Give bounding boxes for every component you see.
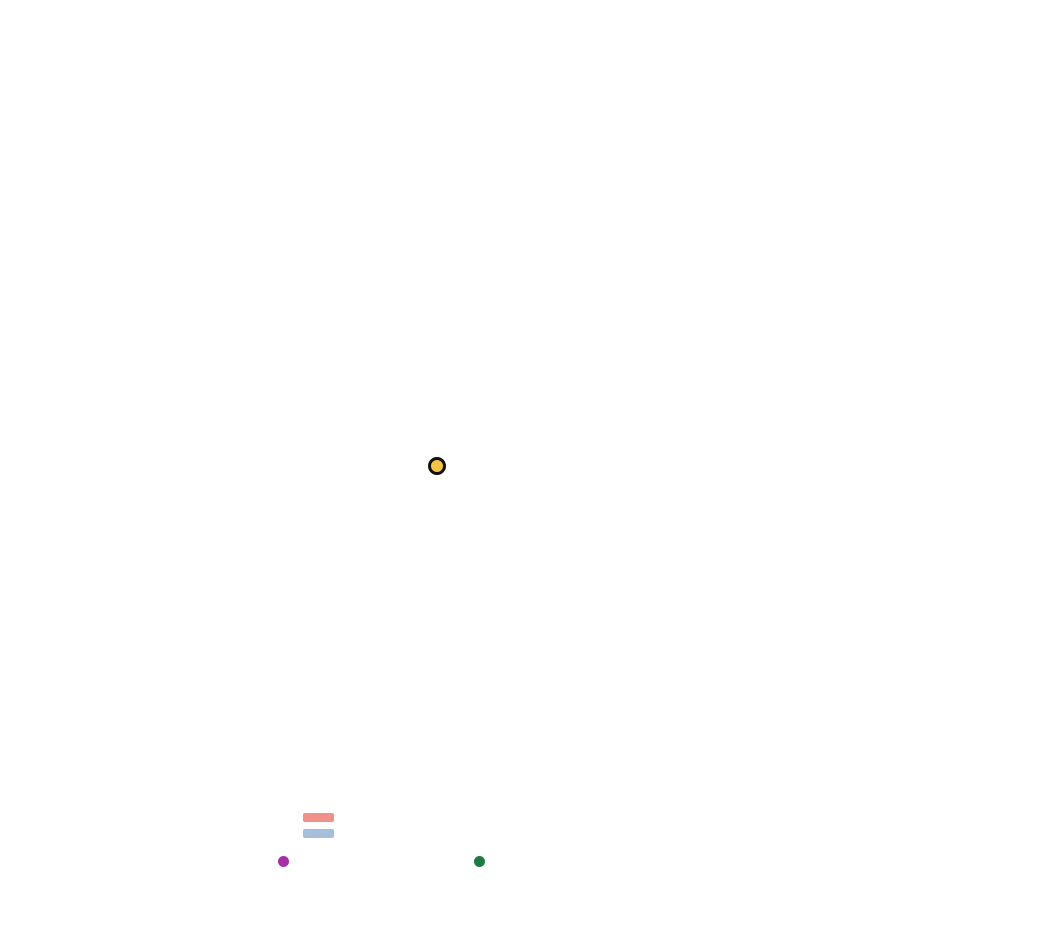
module1-dot: [278, 856, 289, 867]
cooccurrence-network: [0, 440, 432, 939]
transplantation-timeline: [520, 0, 1053, 440]
positive-link-swatch: [303, 813, 334, 822]
rice-plant-illustration: [0, 0, 520, 440]
taxa-legend: [428, 454, 780, 478]
taxa-header-row: [428, 454, 780, 478]
scatter-plots: [790, 430, 1053, 939]
negative-link-swatch: [303, 829, 334, 838]
module2-dot: [474, 856, 485, 867]
taxa-node-icon: [428, 457, 446, 475]
